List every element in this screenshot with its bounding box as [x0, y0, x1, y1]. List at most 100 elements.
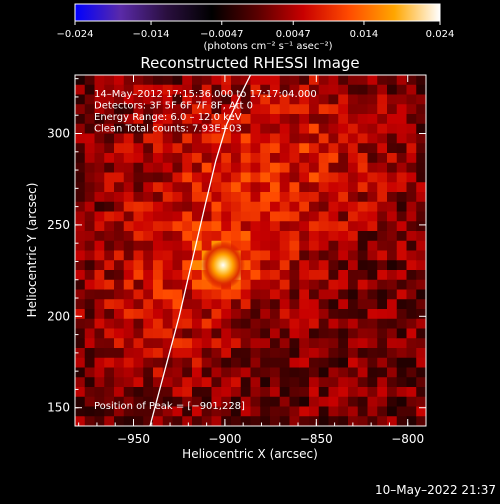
heatmap-cell — [396, 192, 408, 203]
heatmap-cell — [75, 84, 86, 96]
heatmap-cell — [367, 250, 378, 261]
heatmap-cell — [416, 201, 426, 213]
heatmap-cell — [338, 84, 349, 96]
heatmap-cell — [211, 231, 222, 242]
heatmap-cell — [162, 240, 174, 252]
heatmap-cell — [172, 221, 183, 232]
heatmap-cell — [309, 201, 320, 213]
heatmap-cell — [367, 84, 378, 96]
heatmap-cell — [396, 396, 408, 408]
heatmap-cell — [367, 299, 378, 310]
heatmap-cell — [357, 270, 369, 281]
heatmap-cell — [231, 182, 242, 193]
heatmap-cell — [396, 289, 408, 300]
heatmap-cell — [192, 289, 203, 300]
heatmap-cell — [377, 104, 388, 115]
heatmap-cell — [240, 416, 252, 426]
heatmap-cell — [182, 114, 193, 125]
heatmap-cell — [104, 338, 115, 349]
heatmap-cell — [172, 201, 183, 213]
heatmap-cell — [416, 250, 426, 261]
heatmap-cell — [143, 114, 154, 125]
heatmap-cell — [367, 153, 378, 164]
heatmap-cell — [260, 279, 271, 291]
colorbar-ticks: −0.024 −0.014 −0.0047 0.0047 0.014 0.024 — [56, 21, 454, 40]
heatmap-cell — [309, 114, 320, 125]
heatmap-cell — [172, 240, 183, 252]
heatmap-cell — [153, 250, 164, 261]
heatmap-cell — [143, 338, 154, 349]
heatmap-cell — [133, 240, 144, 252]
heatmap-cell — [309, 289, 320, 300]
heatmap-cell — [104, 172, 115, 183]
heatmap-cell — [357, 104, 369, 115]
heatmap-cell — [182, 387, 193, 398]
heatmap-cell — [348, 416, 359, 426]
heatmap-cell — [279, 416, 291, 426]
heatmap-cell — [153, 260, 164, 271]
heatmap-cell — [377, 348, 388, 359]
solar-limb-curve — [149, 75, 252, 426]
heatmap-cell — [377, 75, 388, 86]
heatmap-cell — [396, 182, 408, 193]
heatmap-cell — [289, 270, 300, 281]
heatmap-cell — [318, 406, 330, 417]
heatmap-cell — [387, 104, 398, 115]
heatmap-cell — [328, 250, 339, 261]
heatmap-cell — [396, 377, 408, 388]
heatmap-cell — [75, 348, 86, 359]
heatmap-cell — [114, 250, 125, 261]
heatmap-cell — [377, 279, 388, 291]
heatmap-cell — [357, 309, 369, 320]
heatmap-cell — [182, 416, 193, 426]
heatmap-cell — [192, 153, 203, 164]
heatmap-cell — [240, 299, 252, 310]
heatmap-cell — [114, 133, 125, 144]
heatmap-cell — [406, 338, 417, 349]
heatmap-cell — [289, 260, 300, 271]
heatmap-cell — [318, 367, 330, 378]
heatmap-cell — [162, 201, 174, 213]
heatmap-cell — [309, 367, 320, 378]
heatmap-cell — [406, 309, 417, 320]
heatmap-cell — [367, 172, 378, 183]
heatmap-cell — [104, 123, 115, 135]
heatmap-cell — [387, 75, 398, 86]
heatmap-cell — [367, 406, 378, 417]
heatmap-cell — [123, 377, 135, 388]
heatmap-cell — [289, 309, 300, 320]
heatmap-cell — [201, 172, 213, 183]
heatmap-cell — [143, 153, 154, 164]
heatmap-cell — [162, 172, 174, 183]
heatmap-cell — [309, 250, 320, 261]
heatmap-cell — [270, 133, 281, 144]
heatmap-cell — [279, 201, 291, 213]
heatmap-cell — [114, 94, 125, 105]
heatmap-cell — [338, 182, 349, 193]
heatmap-cell — [104, 75, 115, 86]
heatmap-cell — [143, 182, 154, 193]
heatmap-cell — [260, 211, 271, 222]
heatmap-cell — [172, 182, 183, 193]
heatmap-cell — [221, 328, 232, 339]
heatmap-cell — [84, 162, 96, 174]
annotation-line: Energy Range: 6.0 – 12.0 keV — [94, 112, 242, 123]
heatmap-cell — [221, 192, 232, 203]
heatmap-cell — [84, 348, 96, 359]
heatmap-cell — [123, 240, 135, 252]
heatmap-cell — [75, 182, 86, 193]
heatmap-cell — [104, 260, 115, 271]
heatmap-cell — [211, 211, 222, 222]
heatmap-cell — [416, 182, 426, 193]
heatmap-cell — [221, 162, 232, 174]
heatmap-cell — [396, 231, 408, 242]
heatmap-cell — [240, 231, 252, 242]
heatmap-cell — [348, 377, 359, 388]
heatmap-cell — [114, 192, 125, 203]
heatmap-cell — [84, 240, 96, 252]
heatmap-cell — [279, 338, 291, 349]
heatmap-cell — [182, 279, 193, 291]
y-tick-label: 250 — [47, 218, 70, 232]
heatmap-cell — [367, 221, 378, 232]
heatmap-cell — [309, 328, 320, 339]
